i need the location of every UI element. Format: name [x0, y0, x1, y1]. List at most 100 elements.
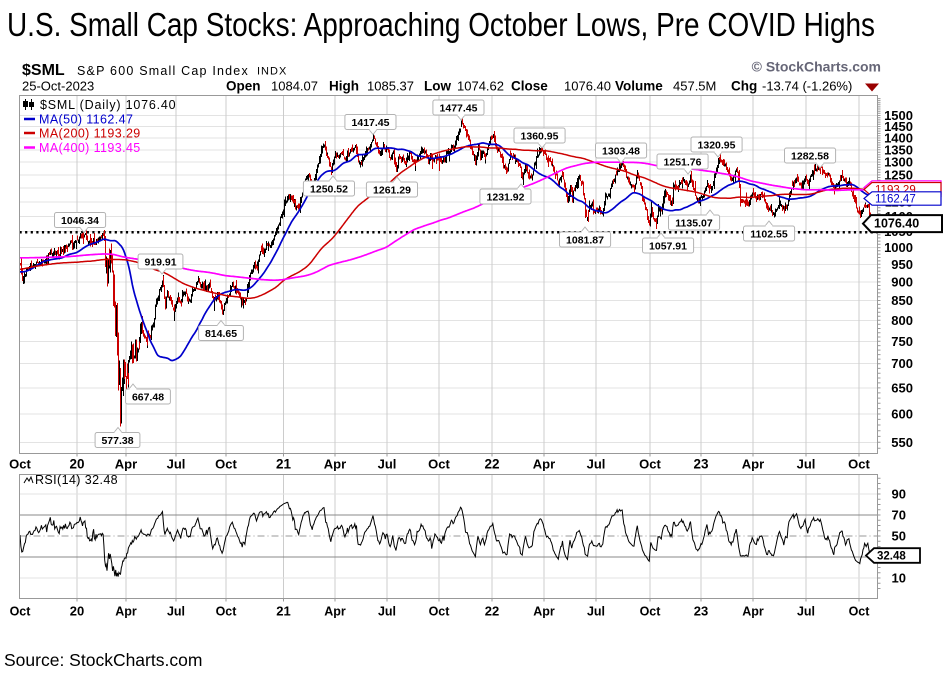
svg-text:1251.76: 1251.76 — [664, 157, 702, 169]
svg-text:1231.92: 1231.92 — [487, 192, 525, 204]
svg-text:1135.07: 1135.07 — [675, 218, 713, 230]
svg-text:1250.52: 1250.52 — [310, 184, 348, 196]
svg-text:1500: 1500 — [884, 108, 913, 123]
svg-text:814.65: 814.65 — [205, 328, 237, 340]
svg-text:1102.55: 1102.55 — [750, 229, 788, 241]
svg-text:667.48: 667.48 — [132, 392, 164, 404]
svg-text:Jul: Jul — [378, 457, 397, 472]
svg-text:Apr: Apr — [115, 457, 137, 472]
svg-text:1076.40: 1076.40 — [874, 217, 919, 231]
svg-text:1046.34: 1046.34 — [61, 215, 99, 227]
svg-text:$SML (Daily) 1076.40: $SML (Daily) 1076.40 — [40, 98, 176, 112]
svg-text:Oct: Oct — [9, 457, 31, 472]
svg-text:900: 900 — [891, 274, 913, 289]
svg-text:-13.74 (-1.26%): -13.74 (-1.26%) — [762, 79, 852, 94]
svg-text:1074.62: 1074.62 — [457, 79, 504, 94]
svg-text:700: 700 — [891, 356, 913, 371]
svg-text:1417.45: 1417.45 — [352, 117, 390, 129]
svg-text:1320.95: 1320.95 — [698, 140, 736, 152]
svg-text:1084.07: 1084.07 — [271, 79, 318, 94]
svg-text:Oct: Oct — [216, 605, 238, 619]
svg-text:MA(400) 1193.45: MA(400) 1193.45 — [39, 141, 141, 155]
svg-text:90: 90 — [892, 487, 906, 502]
svg-text:23: 23 — [694, 604, 708, 619]
svg-text:Low: Low — [424, 79, 451, 94]
svg-text:Jul: Jul — [797, 605, 815, 619]
svg-text:Apr: Apr — [533, 605, 555, 619]
svg-text:750: 750 — [891, 334, 913, 349]
svg-text:1350: 1350 — [884, 142, 913, 157]
svg-text:Oct: Oct — [848, 457, 870, 472]
svg-text:1076.40: 1076.40 — [564, 79, 611, 94]
svg-text:Jul: Jul — [587, 605, 605, 619]
svg-text:20: 20 — [69, 457, 84, 472]
svg-text:Apr: Apr — [742, 605, 764, 619]
svg-text:1400: 1400 — [884, 130, 913, 145]
svg-text:High: High — [329, 79, 359, 94]
svg-text:1250: 1250 — [884, 167, 913, 182]
svg-text:Jul: Jul — [167, 605, 185, 619]
svg-text:Oct: Oct — [639, 457, 661, 472]
svg-text:Jul: Jul — [587, 457, 606, 472]
svg-text:457.5M: 457.5M — [673, 79, 716, 94]
svg-text:Jul: Jul — [378, 605, 396, 619]
svg-text:1477.45: 1477.45 — [440, 103, 478, 115]
svg-text:$SML: $SML — [22, 62, 65, 79]
svg-text:Volume: Volume — [615, 79, 663, 94]
svg-text:Oct: Oct — [849, 605, 871, 619]
svg-text:MA(50) 1162.47: MA(50) 1162.47 — [39, 113, 133, 127]
svg-text:1162.47: 1162.47 — [875, 194, 916, 206]
svg-text:INDX: INDX — [257, 66, 287, 78]
svg-text:RSI(14) 32.48: RSI(14) 32.48 — [35, 473, 118, 487]
svg-text:1300: 1300 — [884, 155, 913, 170]
svg-text:919.91: 919.91 — [144, 257, 176, 269]
svg-text:Oct: Oct — [10, 605, 32, 619]
svg-text:50: 50 — [892, 529, 906, 544]
svg-text:32.48: 32.48 — [877, 551, 906, 563]
svg-text:Oct: Oct — [640, 605, 662, 619]
svg-text:Jul: Jul — [797, 457, 816, 472]
svg-text:Apr: Apr — [324, 457, 346, 472]
svg-text:1261.29: 1261.29 — [373, 185, 411, 197]
svg-text:1000: 1000 — [884, 240, 913, 255]
svg-text:600: 600 — [891, 406, 913, 421]
svg-text:550: 550 — [891, 435, 913, 450]
svg-text:850: 850 — [891, 293, 913, 308]
svg-text:650: 650 — [891, 380, 913, 395]
svg-text:© StockCharts.com: © StockCharts.com — [752, 59, 881, 75]
svg-text:1282.58: 1282.58 — [791, 151, 829, 163]
svg-text:22: 22 — [485, 604, 499, 619]
svg-text:Chg: Chg — [731, 79, 757, 94]
svg-text:Jul: Jul — [167, 457, 186, 472]
svg-text:Oct: Oct — [215, 457, 237, 472]
svg-text:21: 21 — [276, 457, 292, 472]
svg-text:800: 800 — [891, 313, 913, 328]
svg-text:22: 22 — [484, 457, 499, 472]
svg-text:10: 10 — [892, 571, 906, 586]
svg-text:Apr: Apr — [115, 605, 137, 619]
svg-text:20: 20 — [70, 604, 84, 619]
svg-text:Open: Open — [226, 79, 261, 94]
svg-text:Apr: Apr — [742, 457, 764, 472]
svg-text:1081.87: 1081.87 — [566, 235, 604, 247]
svg-text:577.38: 577.38 — [101, 435, 133, 447]
svg-text:Oct: Oct — [429, 605, 451, 619]
svg-text:1303.48: 1303.48 — [602, 146, 640, 158]
svg-text:1450: 1450 — [884, 119, 913, 134]
svg-text:1360.95: 1360.95 — [521, 131, 559, 143]
svg-text:21: 21 — [276, 604, 290, 619]
svg-text:950: 950 — [891, 257, 913, 272]
svg-text:70: 70 — [892, 508, 906, 523]
svg-text:1085.37: 1085.37 — [367, 79, 414, 94]
svg-text:23: 23 — [693, 457, 709, 472]
svg-text:U.S. Small Cap Stocks: Approac: U.S. Small Cap Stocks: Approaching Octob… — [7, 6, 875, 43]
svg-text:25-Oct-2023: 25-Oct-2023 — [22, 79, 94, 94]
svg-text:Oct: Oct — [428, 457, 450, 472]
svg-text:Apr: Apr — [324, 605, 346, 619]
svg-text:Apr: Apr — [533, 457, 555, 472]
svg-text:1057.91: 1057.91 — [649, 241, 687, 253]
svg-text:Close: Close — [511, 79, 548, 94]
svg-text:Source: StockCharts.com: Source: StockCharts.com — [4, 650, 202, 670]
svg-text:S&P 600 Small Cap Index: S&P 600 Small Cap Index — [77, 64, 249, 78]
svg-text:MA(200) 1193.29: MA(200) 1193.29 — [39, 127, 141, 141]
